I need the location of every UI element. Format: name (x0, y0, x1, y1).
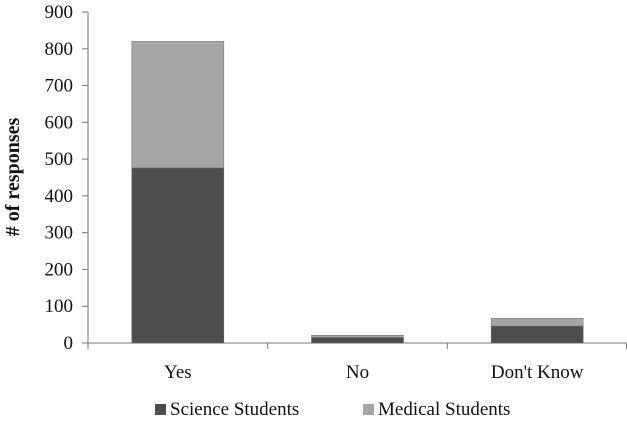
y-tick-label: 800 (45, 39, 74, 60)
bar-segment-medical (490, 318, 584, 327)
y-tick-label: 0 (64, 333, 74, 354)
bar-segment-science (490, 325, 584, 344)
legend: Science Students Medical Students (155, 399, 510, 420)
y-tick-label: 600 (45, 112, 74, 133)
y-tick-label: 700 (45, 76, 74, 97)
y-tick-label: 300 (45, 223, 74, 244)
legend-swatch (155, 404, 166, 415)
legend-label: Science Students (170, 399, 299, 420)
legend-swatch (363, 404, 374, 415)
x-category-label: No (346, 362, 369, 383)
bar-segment-medical (311, 335, 404, 338)
bar-segment-science (311, 337, 404, 344)
x-axis: Yes No Don't Know (87, 342, 627, 383)
bars (131, 41, 584, 344)
y-tick-label: 100 (45, 296, 74, 317)
y-tick-label: 400 (45, 186, 74, 207)
legend-label: Medical Students (378, 399, 510, 420)
bar-segment-science (131, 167, 225, 344)
x-category-label: Yes (164, 362, 192, 383)
y-tick-label: 200 (45, 259, 74, 280)
x-category-label: Don't Know (491, 362, 584, 383)
y-tick-label: 500 (45, 149, 74, 170)
y-tick-label: 900 (45, 2, 74, 23)
y-axis-title: # of responses (2, 118, 24, 237)
y-axis: 0 100 200 300 400 500 600 700 800 900 (45, 2, 89, 354)
bar-segment-medical (131, 41, 225, 169)
